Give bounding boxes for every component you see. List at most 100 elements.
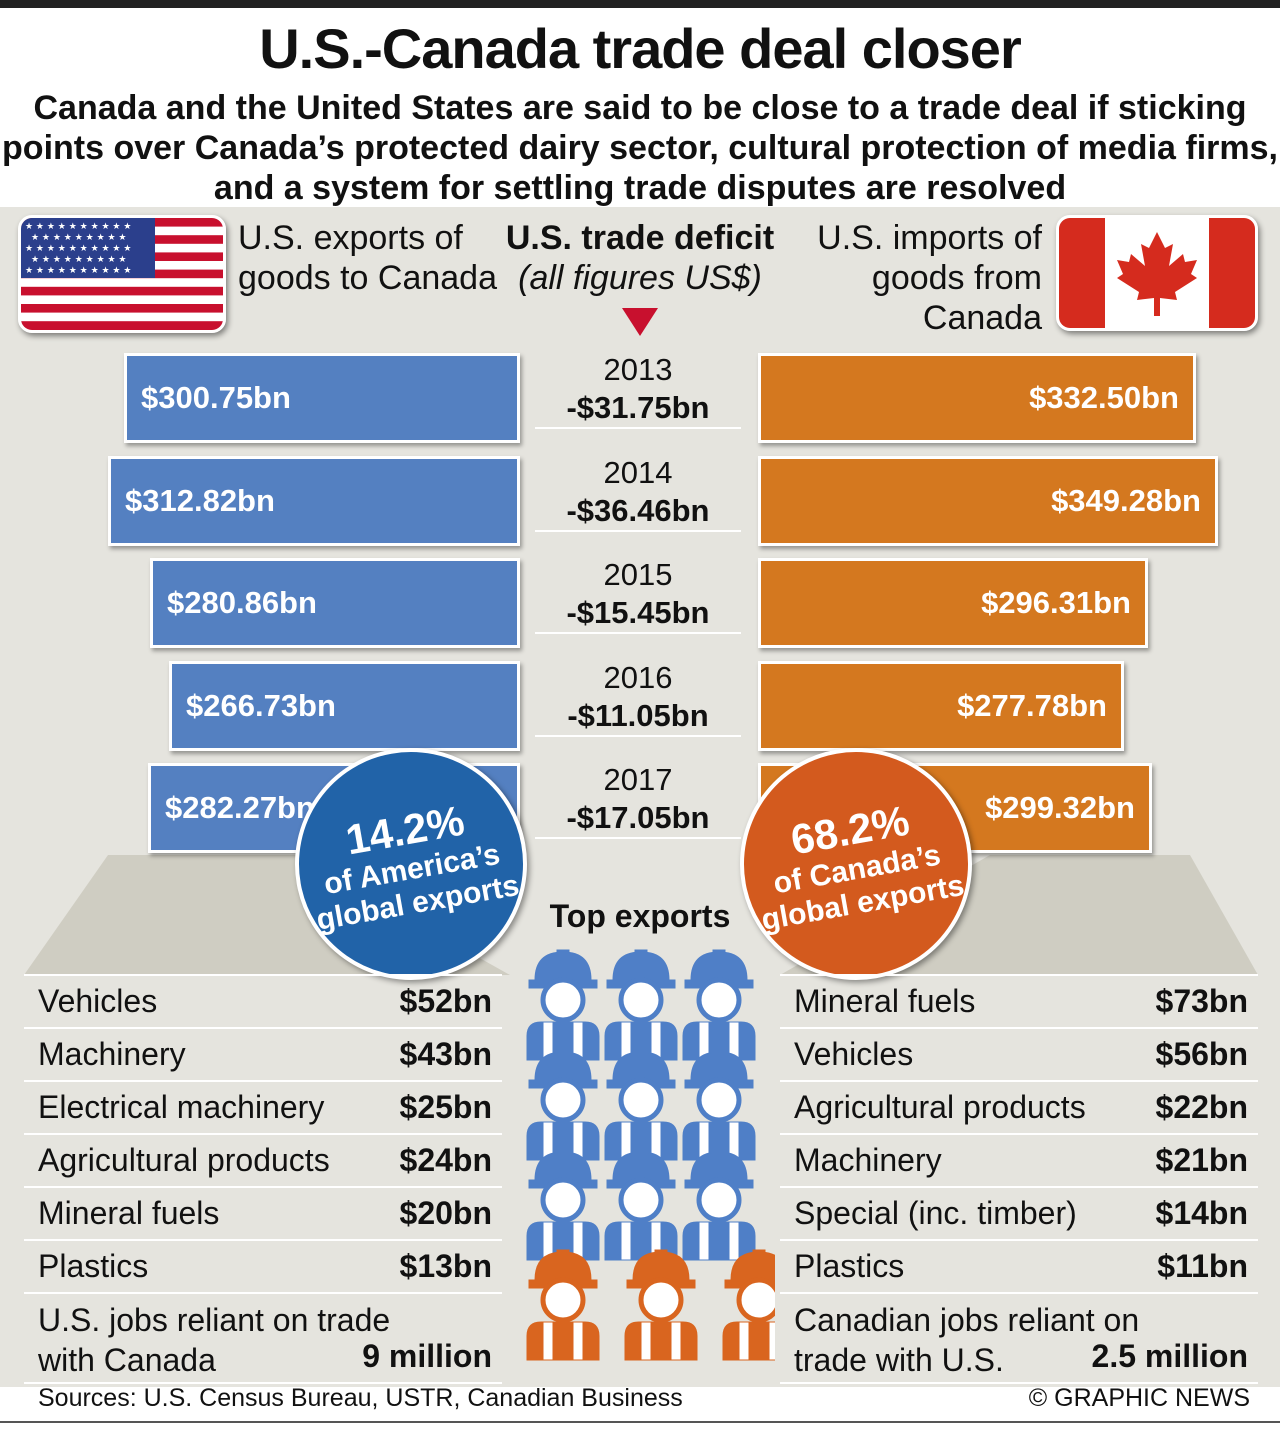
- imports-bar: $349.28bn: [758, 456, 1218, 546]
- year-label: 2014: [603, 455, 673, 490]
- item-name: Agricultural products: [38, 1142, 330, 1178]
- year-label: 2017: [603, 762, 673, 797]
- item-value: $22bn: [1155, 1089, 1248, 1125]
- sources-credit: Sources: U.S. Census Bureau, USTR, Canad…: [38, 1384, 683, 1412]
- worker-icon: [625, 1250, 697, 1360]
- item-name: Electrical machinery: [38, 1089, 325, 1125]
- ca-jobs-label: Canadian jobs reliant on trade with U.S.: [794, 1302, 1140, 1378]
- list-item: Electrical machinery $25bn: [24, 1080, 502, 1133]
- worker-icon: [605, 1050, 677, 1160]
- list-item: Plastics $11bn: [780, 1239, 1258, 1292]
- maple-leaf-icon: [1117, 232, 1197, 316]
- top-exports-title: Top exports: [549, 898, 731, 934]
- deficit-header-title: U.S. trade deficit: [505, 219, 775, 257]
- deficit-cell: 2015 -$15.45bn: [535, 556, 741, 634]
- exports-header: U.S. exports of goods to Canada: [238, 219, 497, 297]
- deficit-value: -$15.45bn: [566, 595, 710, 630]
- list-item: Vehicles $56bn: [780, 1027, 1258, 1080]
- deficit-cell: 2014 -$36.46bn: [535, 454, 741, 532]
- imports-bar-label: $332.50bn: [1029, 380, 1179, 415]
- worker-icon: [527, 950, 599, 1060]
- us-jobs-row: U.S. jobs reliant on trade with Canada 9…: [24, 1292, 502, 1384]
- imports-bar: $296.31bn: [758, 558, 1148, 648]
- svg-text:★ ★ ★ ★ ★ ★ ★ ★ ★ ★: ★ ★ ★ ★ ★ ★ ★ ★ ★ ★: [25, 222, 131, 232]
- exports-bar: $280.86bn: [150, 558, 520, 648]
- ca-flag-right-band: [1209, 218, 1255, 328]
- imports-bar-label: $349.28bn: [1051, 483, 1201, 518]
- list-item: Special (inc. timber) $14bn: [780, 1186, 1258, 1239]
- imports-bar: $332.50bn: [758, 353, 1196, 443]
- canada-flag-icon: [1056, 215, 1258, 331]
- item-value: $11bn: [1157, 1248, 1248, 1284]
- worker-icon: [683, 1150, 755, 1260]
- down-arrow-icon: [622, 308, 658, 336]
- item-value: $21bn: [1155, 1142, 1248, 1178]
- worker-icon: [527, 1050, 599, 1160]
- exports-bar-label: $300.75bn: [141, 380, 291, 415]
- exports-bar: $300.75bn: [124, 353, 520, 443]
- exports-bar: $312.82bn: [108, 456, 520, 546]
- deficit-cell: 2016 -$11.05bn: [535, 659, 741, 737]
- exports-bar-label: $266.73bn: [186, 688, 336, 723]
- item-name: Mineral fuels: [794, 983, 976, 1019]
- worker-icon: [527, 1150, 599, 1260]
- us-top-exports-list: Vehicles $52bn Machinery $43bn Electrical …: [24, 974, 502, 1384]
- worker-icon: [683, 950, 755, 1060]
- worker-icon: [605, 950, 677, 1060]
- deficit-header: U.S. trade deficit (all figures US$): [470, 218, 810, 298]
- ca-jobs-row: Canadian jobs reliant on trade with U.S.…: [780, 1292, 1258, 1384]
- item-value: $20bn: [399, 1195, 492, 1231]
- item-name: Machinery: [794, 1142, 942, 1178]
- page-title: U.S.-Canada trade deal closer: [259, 17, 1022, 80]
- imports-bar-label: $277.78bn: [957, 688, 1107, 723]
- item-value: $73bn: [1155, 983, 1248, 1019]
- ca-jobs-value: 2.5 million: [1091, 1338, 1248, 1374]
- svg-text:★ ★ ★ ★ ★ ★ ★ ★ ★ ★: ★ ★ ★ ★ ★ ★ ★ ★ ★ ★: [25, 266, 131, 276]
- worker-icon: [683, 1050, 755, 1160]
- exports-bar: $266.73bn: [169, 661, 520, 751]
- item-name: Special (inc. timber): [794, 1195, 1077, 1231]
- deficit-value: -$36.46bn: [566, 493, 710, 528]
- page-subtitle: Canada and the United States are said to…: [2, 89, 1278, 207]
- imports-header: U.S. imports of goods from Canada: [817, 219, 1042, 337]
- item-value: $24bn: [399, 1142, 492, 1178]
- bottom-rule: [0, 1421, 1280, 1423]
- workers-illustration: [505, 945, 775, 1385]
- us-jobs-label: U.S. jobs reliant on trade with Canada: [38, 1302, 391, 1378]
- item-value: $25bn: [399, 1089, 492, 1125]
- item-value: $14bn: [1155, 1195, 1248, 1231]
- exports-bar-label: $280.86bn: [167, 585, 317, 620]
- list-item: Vehicles $52bn: [24, 974, 502, 1027]
- imports-bar-label: $299.32bn: [985, 790, 1135, 825]
- exports-bar-label: $312.82bn: [125, 483, 275, 518]
- us-flag-canton: [21, 218, 155, 278]
- worker-icon: [605, 1150, 677, 1260]
- imports-bar: $277.78bn: [758, 661, 1124, 751]
- item-name: Agricultural products: [794, 1089, 1086, 1125]
- item-value: $13bn: [399, 1248, 492, 1284]
- item-value: $43bn: [399, 1036, 492, 1072]
- deficit-cell: 2017 -$17.05bn: [535, 761, 741, 839]
- item-name: Mineral fuels: [38, 1195, 220, 1231]
- list-item: Mineral fuels $73bn: [780, 974, 1258, 1027]
- year-label: 2013: [603, 352, 673, 387]
- imports-bar-label: $296.31bn: [981, 585, 1131, 620]
- svg-text:★ ★ ★ ★ ★ ★ ★ ★ ★: ★ ★ ★ ★ ★ ★ ★ ★ ★: [31, 255, 127, 265]
- deficit-value: -$17.05bn: [566, 800, 710, 835]
- svg-text:★ ★ ★ ★ ★ ★ ★ ★ ★: ★ ★ ★ ★ ★ ★ ★ ★ ★: [31, 233, 127, 243]
- item-value: $52bn: [399, 983, 492, 1019]
- list-item: Machinery $43bn: [24, 1027, 502, 1080]
- us-jobs-value: 9 million: [362, 1338, 492, 1374]
- item-name: Vehicles: [38, 983, 158, 1019]
- top-rule: [0, 0, 1280, 8]
- deficit-header-subtitle: (all figures US$): [518, 259, 762, 297]
- worker-icon: [527, 1250, 599, 1360]
- year-label: 2016: [603, 660, 673, 695]
- item-name: Vehicles: [794, 1036, 914, 1072]
- ca-top-exports-list: Mineral fuels $73bn Vehicles $56bn Agricul…: [780, 974, 1258, 1384]
- list-item: Agricultural products $24bn: [24, 1133, 502, 1186]
- deficit-value: -$31.75bn: [566, 390, 710, 425]
- deficit-value: -$11.05bn: [567, 698, 709, 733]
- copyright-credit: © GRAPHIC NEWS: [1028, 1384, 1250, 1412]
- us-flag-icon: ★ ★ ★ ★ ★ ★ ★ ★ ★ ★ ★ ★ ★ ★ ★ ★ ★ ★ ★ ★ …: [18, 215, 226, 333]
